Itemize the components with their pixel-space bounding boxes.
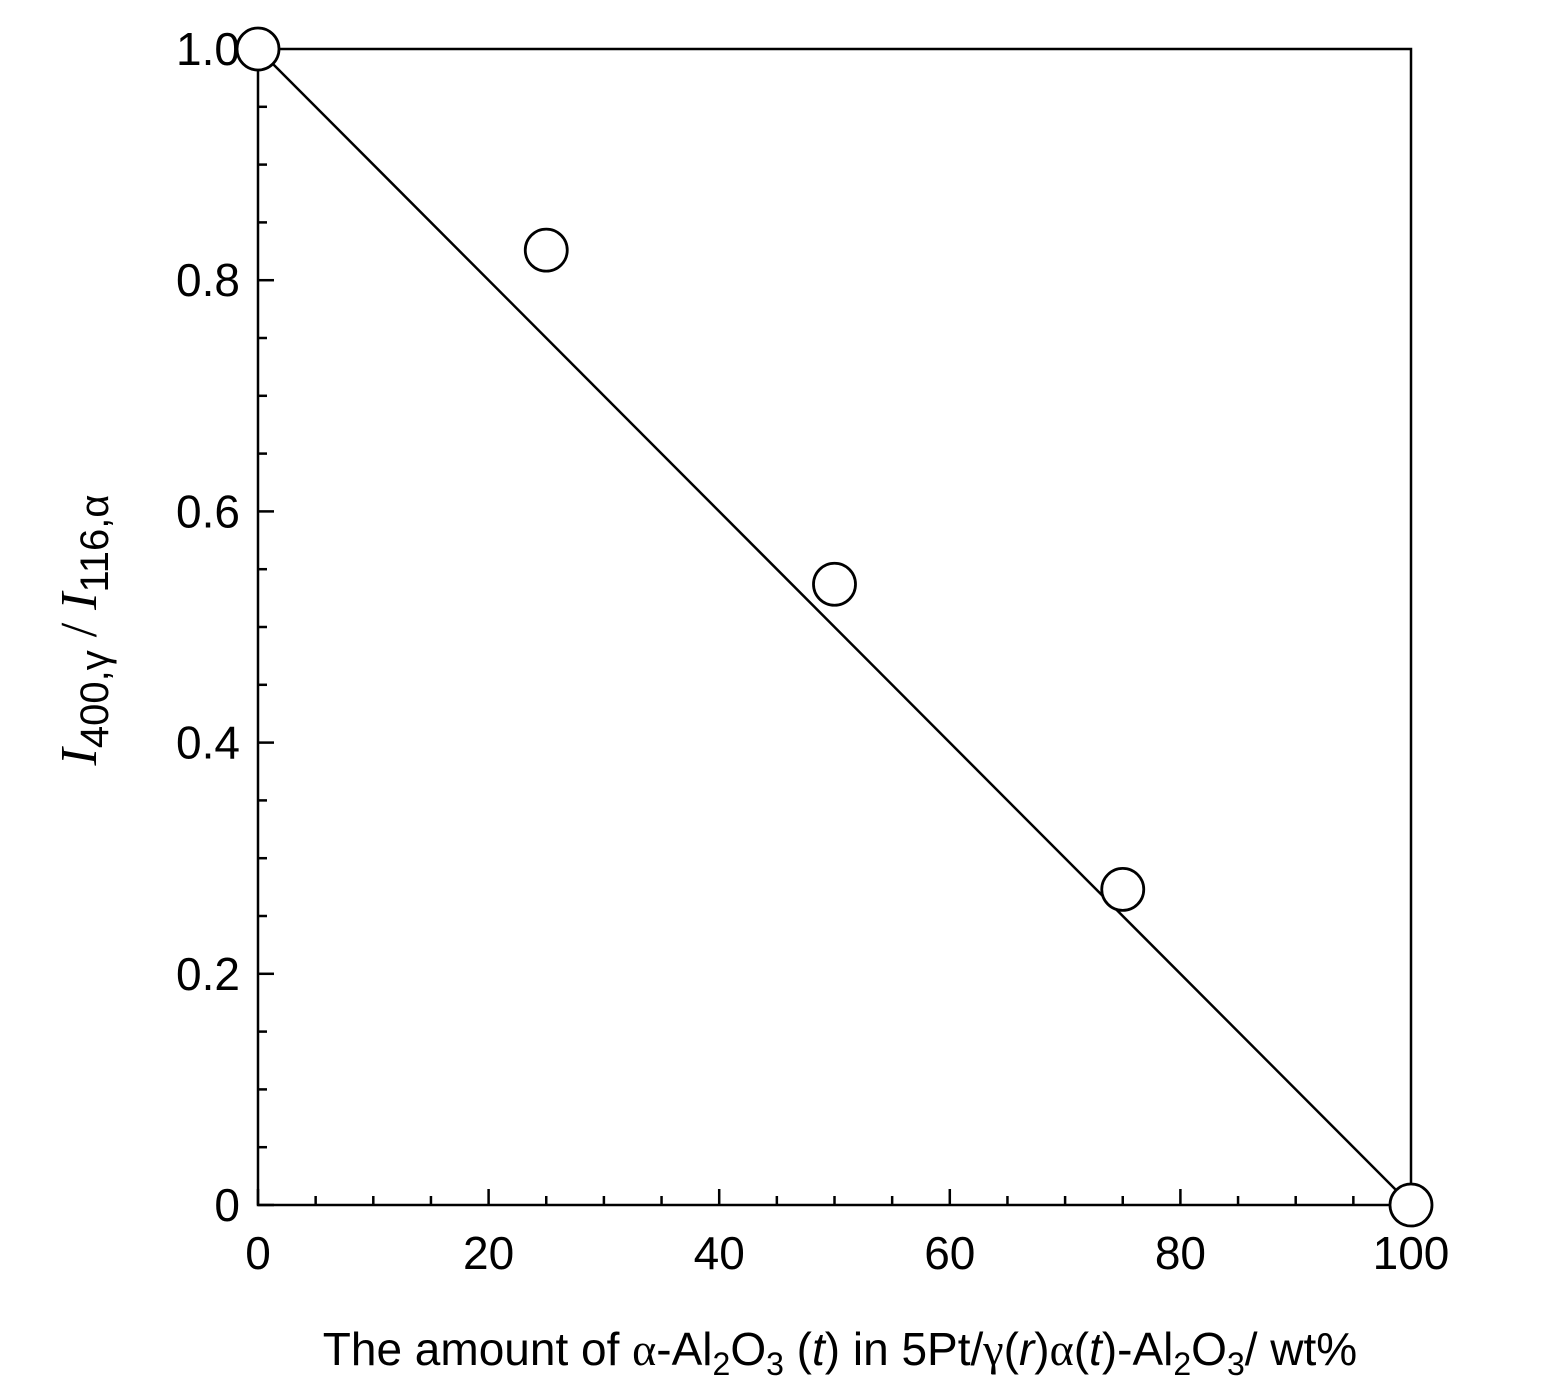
y-axis-label: I400,γ / I116,α (51, 495, 117, 767)
x-tick-label: 0 (245, 1227, 271, 1279)
y-tick-label: 1.0 (176, 23, 240, 75)
axis-tick-labels: 0 20 40 60 80 100 0 0.2 0.4 0.6 0.8 1.0 (176, 23, 1449, 1279)
y-tick-label: 0.8 (176, 254, 240, 306)
x-tick-label: 40 (694, 1227, 745, 1279)
x-tick-label: 20 (463, 1227, 514, 1279)
y-tick-label: 0 (214, 1179, 240, 1231)
fit-line (257, 48, 1412, 1206)
data-point (523, 227, 569, 273)
y-tick-label: 0.6 (176, 485, 240, 537)
axis-ticks (256, 47, 1413, 1207)
data-point (812, 561, 857, 607)
fit-line-group (257, 48, 1412, 1206)
x-tick-label: 80 (1155, 1227, 1206, 1279)
data-point (1100, 867, 1146, 912)
x-axis-label: The amount of α-Al2O3 (t) in 5Pt/γ(r)α(t… (323, 1323, 1357, 1382)
y-tick-label: 0.2 (176, 948, 240, 1000)
x-tick-label: 100 (1373, 1227, 1450, 1279)
data-point (1388, 1182, 1434, 1228)
x-tick-label: 60 (924, 1227, 975, 1279)
data-point (235, 26, 281, 72)
y-tick-label: 0.4 (176, 717, 240, 769)
data-points (235, 26, 1434, 1228)
